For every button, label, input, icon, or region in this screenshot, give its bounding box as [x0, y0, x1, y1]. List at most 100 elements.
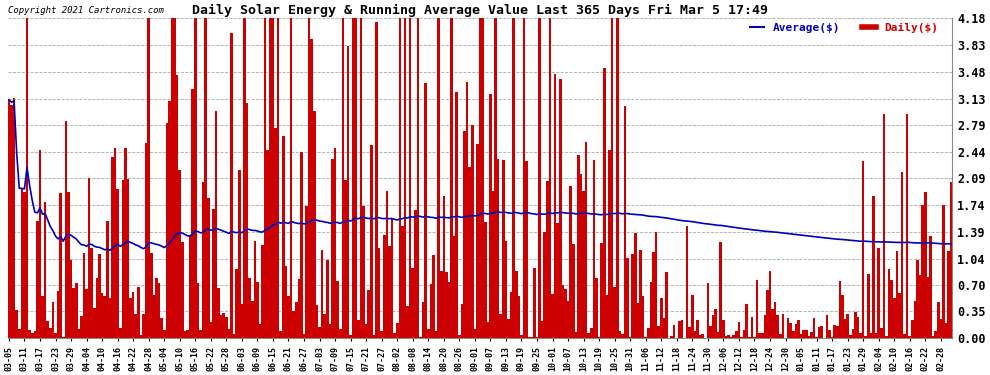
Bar	[722, 320, 725, 338]
Bar	[178, 170, 181, 338]
Bar	[670, 336, 673, 338]
Bar	[629, 337, 632, 338]
Bar	[228, 328, 231, 338]
Bar	[362, 206, 365, 338]
Bar	[332, 159, 334, 338]
Bar	[932, 336, 935, 338]
Bar	[145, 143, 148, 338]
Bar	[326, 260, 329, 338]
Bar	[877, 248, 880, 338]
Bar	[640, 250, 642, 338]
Bar	[750, 317, 753, 338]
Bar	[486, 322, 489, 338]
Bar	[768, 271, 771, 338]
Bar	[244, 18, 246, 338]
Bar	[468, 167, 471, 338]
Bar	[248, 278, 250, 338]
Bar	[715, 309, 717, 338]
Bar	[515, 272, 518, 338]
Bar	[189, 236, 191, 338]
Bar	[261, 245, 264, 338]
Bar	[388, 246, 391, 338]
Bar	[869, 333, 872, 338]
Bar	[287, 297, 290, 338]
Bar	[875, 333, 877, 338]
Bar	[334, 148, 337, 338]
Bar	[839, 280, 842, 338]
Bar	[598, 337, 600, 338]
Bar	[481, 18, 484, 338]
Bar	[539, 18, 541, 338]
Bar	[409, 18, 412, 338]
Bar	[412, 268, 414, 338]
Bar	[741, 337, 742, 338]
Bar	[391, 219, 393, 338]
Bar	[207, 198, 210, 338]
Bar	[779, 334, 782, 338]
Bar	[295, 302, 298, 338]
Bar	[90, 248, 93, 338]
Bar	[10, 105, 13, 338]
Bar	[282, 136, 284, 338]
Bar	[582, 190, 585, 338]
Bar	[186, 330, 189, 338]
Bar	[165, 123, 168, 338]
Bar	[292, 311, 295, 338]
Bar	[518, 296, 520, 338]
Bar	[712, 315, 715, 338]
Bar	[393, 333, 396, 338]
Bar	[585, 142, 587, 338]
Bar	[236, 269, 238, 338]
Bar	[888, 268, 890, 338]
Bar	[458, 335, 460, 338]
Bar	[404, 18, 406, 338]
Bar	[114, 148, 117, 338]
Bar	[274, 128, 277, 338]
Bar	[842, 295, 843, 338]
Bar	[758, 333, 761, 338]
Bar	[16, 310, 18, 338]
Bar	[191, 89, 194, 338]
Bar	[80, 316, 83, 338]
Bar	[140, 335, 143, 338]
Bar	[111, 158, 114, 338]
Bar	[665, 272, 667, 338]
Bar	[600, 243, 603, 338]
Bar	[854, 312, 856, 338]
Bar	[476, 144, 479, 338]
Bar	[450, 18, 452, 338]
Bar	[351, 18, 354, 338]
Bar	[818, 327, 821, 338]
Bar	[365, 324, 367, 338]
Bar	[124, 148, 127, 338]
Bar	[774, 302, 776, 338]
Bar	[642, 296, 644, 338]
Bar	[233, 334, 236, 338]
Bar	[606, 295, 608, 338]
Bar	[590, 328, 593, 338]
Bar	[36, 220, 39, 338]
Bar	[763, 315, 766, 338]
Bar	[435, 331, 438, 338]
Bar	[691, 296, 694, 338]
Bar	[489, 93, 492, 338]
Bar	[199, 330, 202, 338]
Bar	[225, 318, 228, 338]
Bar	[217, 288, 220, 338]
Bar	[624, 105, 627, 338]
Bar	[497, 159, 500, 338]
Bar	[829, 330, 831, 338]
Bar	[119, 328, 122, 338]
Bar	[39, 150, 42, 338]
Bar	[303, 334, 305, 338]
Bar	[603, 69, 606, 338]
Bar	[290, 18, 292, 338]
Bar	[31, 333, 34, 338]
Bar	[238, 170, 241, 338]
Bar	[619, 330, 621, 338]
Bar	[556, 223, 559, 338]
Bar	[96, 279, 98, 338]
Bar	[849, 335, 851, 338]
Bar	[202, 182, 204, 338]
Bar	[569, 186, 572, 338]
